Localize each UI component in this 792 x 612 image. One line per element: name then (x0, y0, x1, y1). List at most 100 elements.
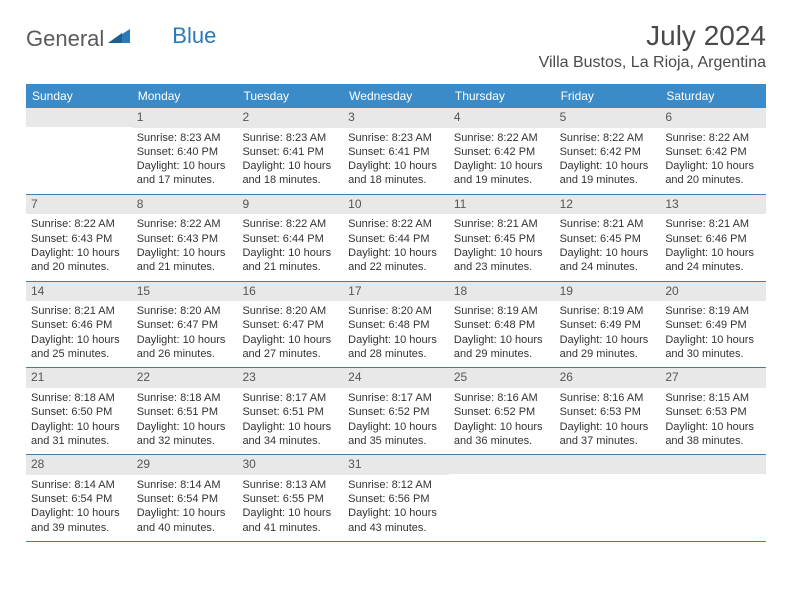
daylight-line1: Daylight: 10 hours (665, 333, 761, 347)
sunrise-text: Sunrise: 8:13 AM (242, 478, 338, 492)
day-cell: 21 Sunrise: 8:18 AMSunset: 6:50 PMDayligh… (26, 368, 132, 454)
daylight-line1: Daylight: 10 hours (242, 420, 338, 434)
daylight-line1: Daylight: 10 hours (560, 159, 656, 173)
daylight-line1: Daylight: 10 hours (31, 420, 127, 434)
daylight-line1: Daylight: 10 hours (242, 159, 338, 173)
daylight-line1: Daylight: 10 hours (665, 159, 761, 173)
daylight-line1: Daylight: 10 hours (137, 333, 233, 347)
day-number: 30 (237, 455, 343, 475)
weekday-header: Monday (132, 84, 238, 108)
daylight-line2: and 20 minutes. (31, 260, 127, 274)
daylight-line1: Daylight: 10 hours (137, 420, 233, 434)
day-number (449, 455, 555, 474)
day-cell: 24Sunrise: 8:17 AMSunset: 6:52 PMDayligh… (343, 368, 449, 454)
daylight-line1: Daylight: 10 hours (560, 246, 656, 260)
day-cell: 27Sunrise: 8:15 AMSunset: 6:53 PMDayligh… (660, 368, 766, 454)
day-cell: 29Sunrise: 8:14 AMSunset: 6:54 PMDayligh… (132, 455, 238, 541)
daylight-line2: and 32 minutes. (137, 434, 233, 448)
day-cell-body: Sunrise: 8:22 AMSunset: 6:44 PMDaylight:… (343, 214, 449, 280)
weekday-header: Friday (555, 84, 661, 108)
daylight-line2: and 28 minutes. (348, 347, 444, 361)
day-cell-body: Sunrise: 8:21 AMSunset: 6:45 PMDaylight:… (449, 214, 555, 280)
day-number: 26 (555, 368, 661, 388)
daylight-line2: and 29 minutes. (560, 347, 656, 361)
sunset-text: Sunset: 6:43 PM (137, 232, 233, 246)
daylight-line1: Daylight: 10 hours (454, 246, 550, 260)
day-cell: 1Sunrise: 8:23 AMSunset: 6:40 PMDaylight… (132, 108, 238, 194)
sunset-text: Sunset: 6:50 PM (31, 405, 127, 419)
sunrise-text: Sunrise: 8:23 AM (242, 131, 338, 145)
sunrise-text: Sunrise: 8:23 AM (348, 131, 444, 145)
day-number: 15 (132, 282, 238, 302)
day-number: 6 (660, 108, 766, 128)
day-number (555, 455, 661, 474)
day-cell (660, 455, 766, 541)
sunrise-text: Sunrise: 8:14 AM (137, 478, 233, 492)
calendar-page: General Blue July 2024 Villa Bustos, La … (0, 0, 792, 562)
sunrise-text: Sunrise: 8:18 AM (137, 391, 233, 405)
daylight-line1: Daylight: 10 hours (31, 506, 127, 520)
day-cell-body: Sunrise: 8:20 AMSunset: 6:47 PMDaylight:… (237, 301, 343, 367)
sunset-text: Sunset: 6:46 PM (31, 318, 127, 332)
day-number: 28 (26, 455, 132, 475)
sunrise-text: Sunrise: 8:21 AM (454, 217, 550, 231)
day-number: 7 (26, 195, 132, 215)
day-cell: 6Sunrise: 8:22 AMSunset: 6:42 PMDaylight… (660, 108, 766, 194)
day-cell-body: Sunrise: 8:14 AMSunset: 6:54 PMDaylight:… (26, 475, 132, 541)
day-cell: 15Sunrise: 8:20 AMSunset: 6:47 PMDayligh… (132, 282, 238, 368)
sunrise-text: Sunrise: 8:20 AM (348, 304, 444, 318)
sunrise-text: Sunrise: 8:21 AM (31, 304, 127, 318)
daylight-line2: and 17 minutes. (137, 173, 233, 187)
day-number: 13 (660, 195, 766, 215)
week-row: 7Sunrise: 8:22 AMSunset: 6:43 PMDaylight… (26, 195, 766, 282)
daylight-line1: Daylight: 10 hours (242, 333, 338, 347)
daylight-line2: and 40 minutes. (137, 521, 233, 535)
sunset-text: Sunset: 6:54 PM (137, 492, 233, 506)
week-row: 14Sunrise: 8:21 AMSunset: 6:46 PMDayligh… (26, 282, 766, 369)
sunrise-text: Sunrise: 8:21 AM (560, 217, 656, 231)
day-number: 17 (343, 282, 449, 302)
day-number: 31 (343, 455, 449, 475)
daylight-line2: and 21 minutes. (242, 260, 338, 274)
sunrise-text: Sunrise: 8:18 AM (31, 391, 127, 405)
daylight-line2: and 43 minutes. (348, 521, 444, 535)
daylight-line1: Daylight: 10 hours (454, 159, 550, 173)
daylight-line1: Daylight: 10 hours (665, 420, 761, 434)
sunrise-text: Sunrise: 8:17 AM (242, 391, 338, 405)
daylight-line2: and 39 minutes. (31, 521, 127, 535)
day-number: 12 (555, 195, 661, 215)
sunset-text: Sunset: 6:48 PM (454, 318, 550, 332)
day-cell-body: Sunrise: 8:22 AMSunset: 6:43 PMDaylight:… (26, 214, 132, 280)
sunset-text: Sunset: 6:56 PM (348, 492, 444, 506)
day-cell-body: Sunrise: 8:19 AMSunset: 6:49 PMDaylight:… (555, 301, 661, 367)
day-cell (449, 455, 555, 541)
day-cell: 7Sunrise: 8:22 AMSunset: 6:43 PMDaylight… (26, 195, 132, 281)
sunrise-text: Sunrise: 8:19 AM (454, 304, 550, 318)
sunrise-text: Sunrise: 8:14 AM (31, 478, 127, 492)
page-header: General Blue July 2024 Villa Bustos, La … (26, 20, 766, 72)
calendar-grid: Sunday Monday Tuesday Wednesday Thursday… (26, 84, 766, 542)
day-number: 21 (26, 368, 132, 388)
day-cell-body: Sunrise: 8:22 AMSunset: 6:42 PMDaylight:… (555, 128, 661, 194)
sunrise-text: Sunrise: 8:23 AM (137, 131, 233, 145)
day-cell-body: Sunrise: 8:23 AMSunset: 6:41 PMDaylight:… (237, 128, 343, 194)
day-number: 18 (449, 282, 555, 302)
sunrise-text: Sunrise: 8:20 AM (137, 304, 233, 318)
daylight-line1: Daylight: 10 hours (348, 420, 444, 434)
weekday-header: Thursday (449, 84, 555, 108)
daylight-line2: and 18 minutes. (242, 173, 338, 187)
weekday-header: Saturday (660, 84, 766, 108)
sunset-text: Sunset: 6:45 PM (560, 232, 656, 246)
daylight-line2: and 37 minutes. (560, 434, 656, 448)
sunrise-text: Sunrise: 8:22 AM (31, 217, 127, 231)
day-number: 22 (132, 368, 238, 388)
daylight-line2: and 25 minutes. (31, 347, 127, 361)
sunrise-text: Sunrise: 8:20 AM (242, 304, 338, 318)
day-cell (555, 455, 661, 541)
day-cell: 19Sunrise: 8:19 AMSunset: 6:49 PMDayligh… (555, 282, 661, 368)
day-cell-body: Sunrise: 8:22 AMSunset: 6:43 PMDaylight:… (132, 214, 238, 280)
sunset-text: Sunset: 6:41 PM (242, 145, 338, 159)
day-cell-body: Sunrise: 8:17 AMSunset: 6:51 PMDaylight:… (237, 388, 343, 454)
sunrise-text: Sunrise: 8:22 AM (137, 217, 233, 231)
sunset-text: Sunset: 6:44 PM (242, 232, 338, 246)
